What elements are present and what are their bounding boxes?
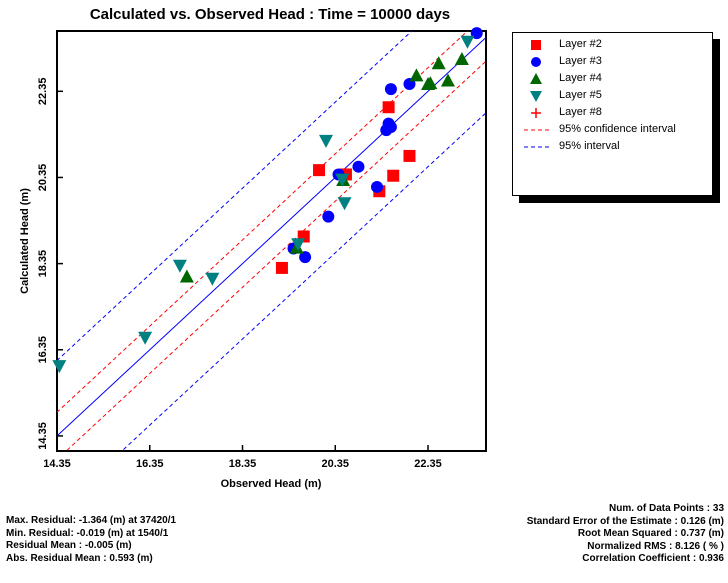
stat-line: Min. Residual: -0.019 (m) at 1540/1 [6,527,169,539]
legend-symbol [531,57,541,67]
legend: Layer #2 Layer #3 Layer #4 Layer #5 Layer #8… [512,32,713,196]
legend-symbol [530,91,542,102]
x-tick-label: 22.35 [414,458,442,470]
legend-item: Layer #8 [513,105,712,121]
data-point [460,35,475,49]
legend-item: 95% interval [513,139,712,155]
data-point [179,269,194,283]
y-tick-label: 20.35 [37,164,49,192]
data-point [322,210,335,223]
y-axis-label: Calculated Head (m) [19,188,31,294]
legend-symbol [530,73,542,84]
data-point [335,173,350,187]
stat-line: Residual Mean : -0.005 (m) [6,540,132,551]
data-point [275,261,288,274]
x-tick-label: 16.35 [136,458,164,470]
legend-symbol [531,108,541,118]
fit-line [57,36,486,437]
chart-title: Calculated vs. Observed Head : Time = 10… [89,6,451,23]
data-point [371,180,384,193]
data-point [431,56,446,70]
legend-symbol [531,40,541,50]
y-tick-label: 14.35 [37,422,49,450]
x-tick-label: 18.35 [229,458,257,470]
data-point [205,272,220,286]
data-point [423,76,438,90]
legend-marker [530,91,542,102]
plot-area [56,30,487,452]
legend-item: Layer #4 [513,71,712,87]
x-tick-label: 14.35 [43,458,71,470]
legend-marker [530,73,542,84]
x-tick-label: 20.35 [322,458,350,470]
legend-label: 95% interval [559,140,620,152]
data-point [382,101,395,114]
data-point [352,160,365,173]
data-point [387,169,400,182]
legend-label: Layer #8 [559,106,602,118]
legend-symbol [524,129,549,131]
fit-stats: Num. of Data Points : 33 Standard Error o… [527,503,724,566]
x-axis-label: Observed Head (m) [221,478,322,490]
stat-line: Max. Residual: -1.364 (m) at 37420/1 [6,515,177,526]
stat-line: Standard Error of the Estimate : 0.126 (… [526,515,724,527]
legend-item: Layer #5 [513,88,712,104]
legend-marker [531,57,541,67]
legend-item: 95% confidence interval [513,122,712,138]
legend-marker [531,40,541,50]
data-point [52,360,67,374]
y-tick-label: 22.35 [37,78,49,106]
data-point [172,259,187,273]
legend-label: Layer #3 [559,55,602,67]
residual-stats: Max. Residual: -1.364 (m) at 37420/1 Min.… [6,515,176,565]
legend-label: Layer #5 [559,89,602,101]
data-point [138,331,153,345]
data-point [318,134,333,148]
stat-line: Num. of Data Points : 33 [608,503,724,514]
data-point [299,251,312,264]
stat-line: Normalized RMS : 8.126 ( % ) [587,540,724,552]
stat-line: Root Mean Squared : 0.737 (m) [577,528,724,539]
data-point [454,52,469,65]
legend-symbol [524,146,549,148]
data-point [440,73,455,87]
y-tick-label: 16.35 [37,336,49,364]
legend-label: Layer #4 [559,72,602,84]
legend-item: Layer #2 [513,37,712,53]
legend-label: Layer #2 [559,38,602,50]
data-point [313,164,326,177]
data-point [291,238,306,252]
stat-line: Abs. Residual Mean : 0.593 (m) [6,552,153,564]
data-point [337,197,352,211]
data-point [384,83,397,96]
data-point [403,149,416,162]
legend-label: 95% confidence interval [559,123,676,135]
data-point [409,68,424,82]
legend-marker [531,108,541,118]
data-point [384,121,397,134]
legend-item: Layer #3 [513,54,712,70]
stat-line: Correlation Coefficient : 0.936 [582,553,724,564]
y-tick-label: 18.35 [37,250,49,278]
